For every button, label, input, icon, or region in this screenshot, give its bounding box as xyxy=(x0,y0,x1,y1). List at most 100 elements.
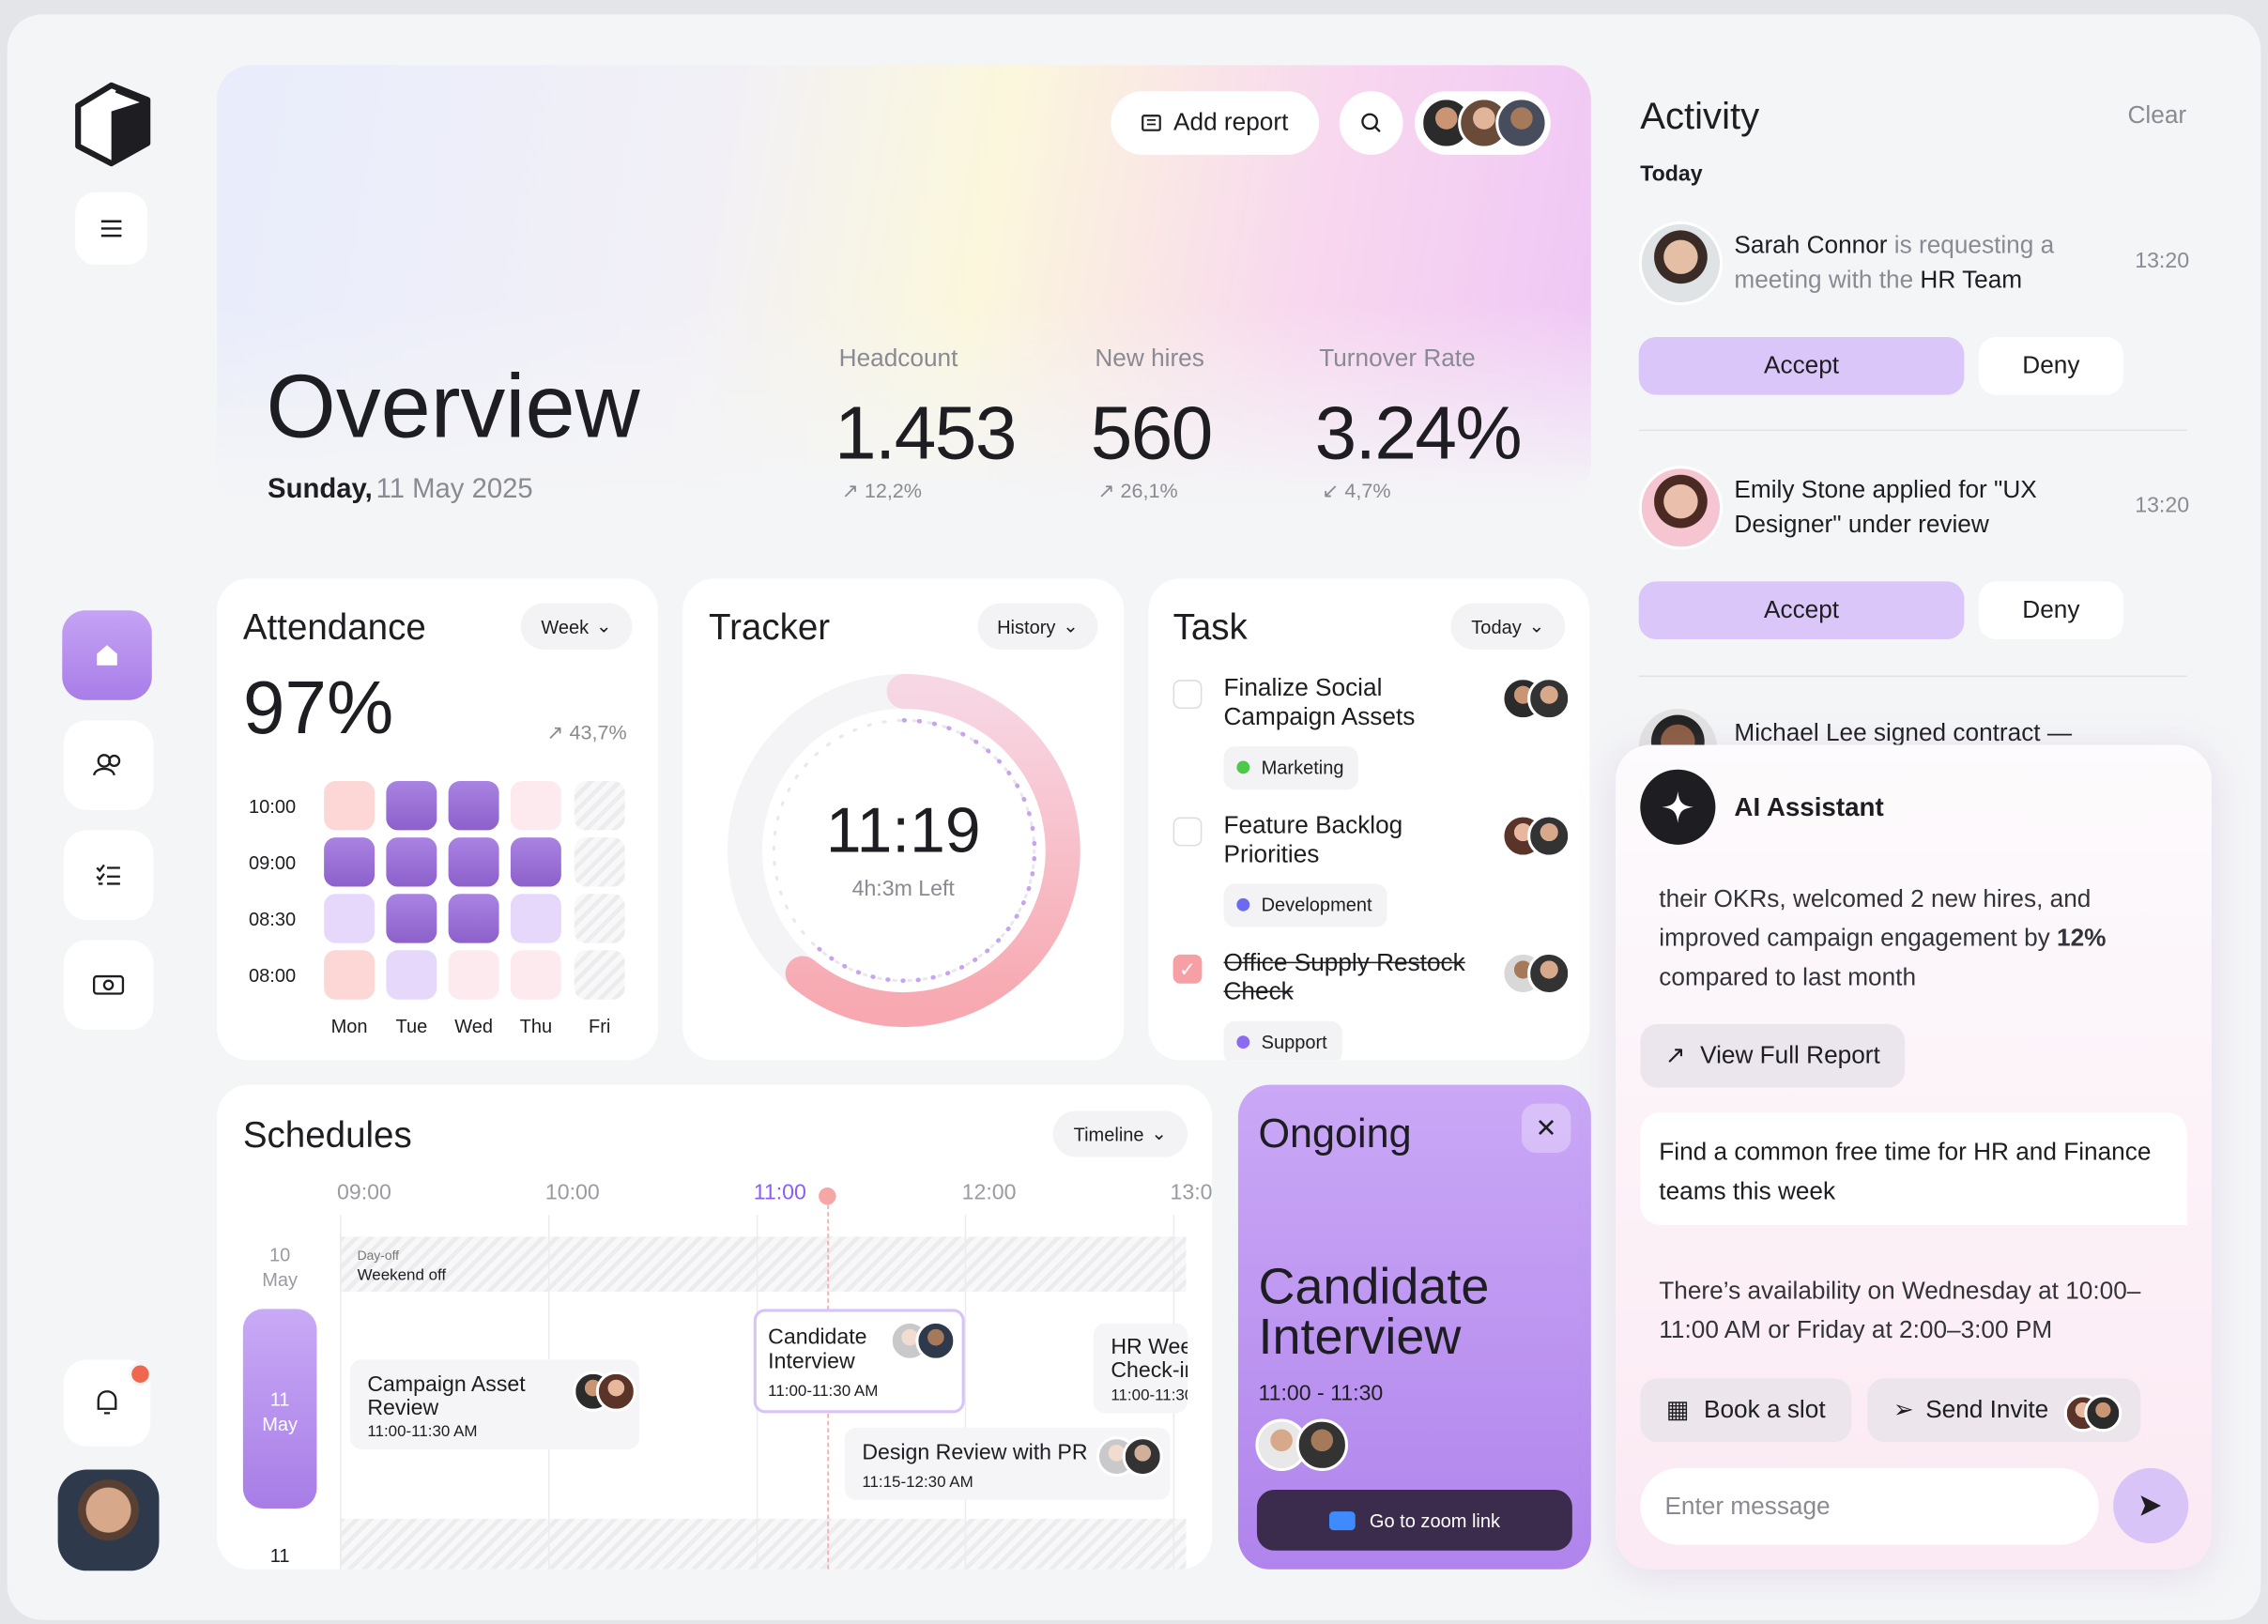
stat-value: 1.453 xyxy=(835,391,1017,476)
search-button[interactable] xyxy=(1339,91,1403,155)
attendance-cell xyxy=(574,950,625,1000)
sparkle xyxy=(1662,790,1694,823)
stat-label: Turnover Rate xyxy=(1319,344,1476,372)
event[interactable]: Campaign Asset Review 11:00-11:30 AM xyxy=(349,1359,640,1449)
attendance-card: Attendance Week ⌄ 97% ↗ 43,7% 10:00 09:00 0… xyxy=(217,578,659,1061)
report-icon xyxy=(1142,115,1162,131)
task-card: Task Today ⌄ Finalize Social Campaign Ass… xyxy=(1148,578,1590,1061)
send-arrow xyxy=(2140,1495,2161,1516)
filter-dropdown[interactable]: Timeline ⌄ xyxy=(1052,1111,1188,1157)
tracker-left: 4h:3m Left xyxy=(851,876,955,901)
hour-label: 12:00 xyxy=(961,1180,1017,1205)
schedules-card: Schedules Timeline ⌄ Day-off Weekend off … xyxy=(217,1084,1213,1570)
event[interactable]: Design Review with PR 11:15-12:30 AM xyxy=(844,1427,1171,1500)
person-name: Sarah Connor xyxy=(1734,231,1888,259)
filter-dropdown[interactable]: Week ⌄ xyxy=(520,603,633,650)
tasks-button[interactable] xyxy=(63,830,154,920)
day-off-small: Day-off xyxy=(357,1248,400,1264)
send-icon: ➢ xyxy=(1893,1395,1914,1424)
team-avatars[interactable] xyxy=(1414,91,1551,155)
now-dot xyxy=(819,1187,836,1205)
row-day: 11 xyxy=(269,1388,290,1411)
logo xyxy=(75,82,151,167)
menu-button[interactable] xyxy=(75,192,148,265)
add-report-button[interactable]: Add report xyxy=(1111,91,1320,155)
event[interactable]: Candidate Interview 11:00-11:30 AM xyxy=(753,1309,965,1414)
send-button[interactable] xyxy=(2113,1467,2189,1544)
activity-avatar xyxy=(1638,221,1724,306)
close-button[interactable]: ✕ xyxy=(1521,1103,1571,1154)
stat-value: 560 xyxy=(1090,391,1214,476)
deny-button[interactable]: Deny xyxy=(1978,581,2123,640)
people-button[interactable] xyxy=(63,720,154,810)
chevron: ⌄ xyxy=(595,614,612,636)
home-button[interactable] xyxy=(62,610,152,700)
checkbox[interactable] xyxy=(1172,817,1203,847)
row-day: 10 xyxy=(268,1244,291,1266)
accept-button[interactable]: Accept xyxy=(1638,581,1965,640)
stat-label: New hires xyxy=(1095,344,1204,372)
team-name: HR Team xyxy=(1920,266,2023,294)
change-value: 12,2% xyxy=(864,479,922,502)
user-avatar[interactable] xyxy=(57,1469,160,1571)
attendance-cell xyxy=(324,950,375,1000)
send-label: Send Invite xyxy=(1925,1395,2049,1424)
card-title: Tracker xyxy=(708,607,831,649)
view-report-button[interactable]: ↗ View Full Report xyxy=(1640,1023,1906,1088)
time-label: 10:00 xyxy=(249,795,297,818)
checkbox[interactable] xyxy=(1172,680,1203,709)
attendance-cell xyxy=(386,894,437,943)
summary-text: their OKRs, welcomed 2 new hires, and im… xyxy=(1659,884,2092,952)
clear-button[interactable]: Clear xyxy=(2127,100,2187,130)
avatar xyxy=(595,1371,636,1412)
zoom-icon xyxy=(1328,1510,1356,1530)
divider xyxy=(1638,429,2187,432)
day-label: Tue xyxy=(395,1015,428,1037)
accept-button[interactable]: Accept xyxy=(1638,337,1965,395)
filter-dropdown[interactable]: Today ⌄ xyxy=(1450,603,1566,650)
filter-label: Week xyxy=(541,615,590,637)
attendance-cell xyxy=(574,837,625,887)
change-value: 26,1% xyxy=(1120,479,1178,502)
message-input[interactable]: Enter message xyxy=(1640,1467,2099,1545)
ongoing-card: Ongoing ✕ Candidate Interview 11:00 - 11… xyxy=(1237,1084,1591,1570)
avatar xyxy=(1527,677,1571,721)
deny-button[interactable]: Deny xyxy=(1978,337,2123,395)
day-off-label: Weekend off xyxy=(357,1266,447,1285)
activity-avatar xyxy=(1638,466,1724,550)
send-invite-button[interactable]: ➢ Send Invite xyxy=(1867,1378,2141,1443)
event-title: Candidate Interview xyxy=(768,1325,867,1374)
book-slot-button[interactable]: ▦ Book a slot xyxy=(1640,1378,1852,1443)
hour-label: 10:00 xyxy=(544,1180,600,1205)
task-label: Feature Backlog Priorities xyxy=(1223,811,1403,868)
time-label: 09:00 xyxy=(249,851,297,874)
stat-change: ↗ 26,1% xyxy=(1097,479,1178,502)
attendance-cell xyxy=(324,837,375,887)
activity-text: Emily Stone applied for "UX Designer" un… xyxy=(1734,475,2037,539)
checkbox[interactable]: ✓ xyxy=(1172,954,1203,984)
change-value: 4,7% xyxy=(1344,479,1391,502)
date-day: Sunday, xyxy=(268,474,373,505)
ai-panel: AI Assistant their OKRs, welcomed 2 new … xyxy=(1616,744,2212,1570)
chevron: ⌄ xyxy=(1151,1122,1168,1144)
people-icon xyxy=(93,754,121,776)
hour-line xyxy=(964,1215,967,1570)
zoom-button[interactable]: Go to zoom link xyxy=(1256,1490,1572,1551)
event[interactable]: HR Weekly Check-in 11:00-11:30 xyxy=(1093,1323,1188,1414)
tag: Development xyxy=(1223,883,1387,927)
ongoing-time: 11:00 - 11:30 xyxy=(1258,1381,1384,1406)
activity-time: 13:20 xyxy=(2135,493,2190,518)
payroll-button[interactable] xyxy=(63,940,154,1031)
task-label: Office Supply Restock Check xyxy=(1223,948,1465,1005)
stat-change: ↗ 12,2% xyxy=(841,479,922,502)
zoom-label: Go to zoom link xyxy=(1369,1509,1501,1531)
attendance-cell xyxy=(448,837,499,887)
avatar xyxy=(1122,1436,1163,1478)
tracker-time: 11:19 xyxy=(825,795,981,866)
attendance-cell xyxy=(448,894,499,943)
filter-dropdown[interactable]: History ⌄ xyxy=(977,603,1098,650)
hour-label: 11:00 xyxy=(753,1180,806,1205)
ai-title: AI Assistant xyxy=(1734,792,1884,822)
attendance-cell xyxy=(510,781,561,831)
attendance-cell xyxy=(510,894,561,943)
